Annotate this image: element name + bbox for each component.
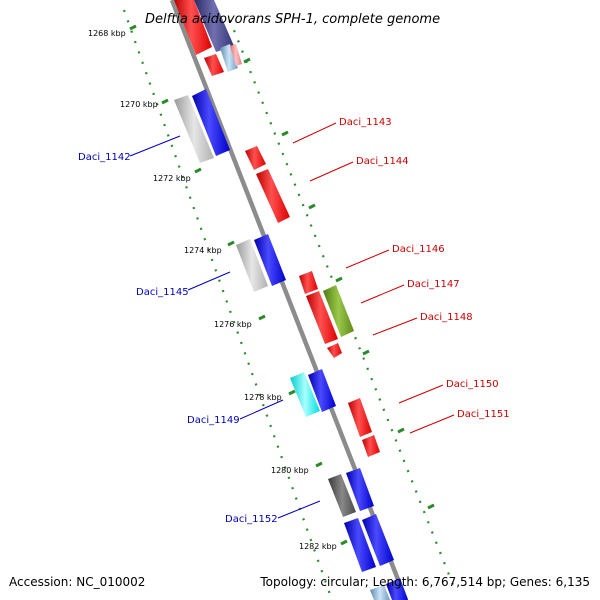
tick-label: 1274 kbp xyxy=(184,246,222,255)
gene-label: Daci_1143 xyxy=(339,117,392,128)
gene-label: Daci_1142 xyxy=(78,152,131,163)
genes xyxy=(174,0,408,600)
gene-daci-1152 xyxy=(346,468,374,511)
gene-block-top xyxy=(174,0,242,76)
genome-summary-text: Topology: circular; Length: 6,767,514 bp… xyxy=(259,575,590,589)
label-connectors xyxy=(129,122,455,519)
gene-label: Daci_1145 xyxy=(136,287,189,298)
tick-label: 1270 kbp xyxy=(120,100,158,109)
gene-daci-1146 xyxy=(299,271,318,294)
gene-daci-1152-dark xyxy=(328,474,356,517)
reverse-gene-labels: Daci_1143 Daci_1144 Daci_1146 Daci_1147 … xyxy=(339,117,510,420)
gene-daci-1147 xyxy=(306,291,338,344)
gene-top-cyan xyxy=(220,44,238,72)
map-title: Delftia acidovorans SPH-1, complete geno… xyxy=(145,12,440,27)
forward-gene-labels: Daci_1142 Daci_1145 Daci_1149 Daci_1152 xyxy=(78,152,278,525)
gene-daci-1148 xyxy=(327,343,342,358)
gene-daci-1145-gray xyxy=(236,239,268,292)
gene-1282-blue-b xyxy=(362,514,394,566)
gene-top-red xyxy=(174,0,212,55)
gene-daci-1148-olive xyxy=(323,285,354,337)
gene-bottom-lightblue xyxy=(370,585,390,600)
gene-label: Daci_1144 xyxy=(356,156,409,167)
tick-label: 1282 kbp xyxy=(299,542,337,551)
gene-bottom-blue xyxy=(386,578,408,600)
tick-label: 1276 kbp xyxy=(214,320,252,329)
tick-label: 1280 kbp xyxy=(271,466,309,475)
gene-top-navy xyxy=(194,0,234,52)
tick-labels: 1268 kbp 1270 kbp 1272 kbp 1274 kbp 1276… xyxy=(88,29,337,551)
tick-label: 1272 kbp xyxy=(153,174,191,183)
gene-daci-1149-cyan xyxy=(290,372,320,417)
gene-daci-1143 xyxy=(245,146,266,170)
outer-tick-track xyxy=(122,9,334,600)
gene-daci-1142 xyxy=(192,89,230,156)
gene-label: Daci_1149 xyxy=(187,415,240,426)
gene-daci-1149 xyxy=(308,369,336,412)
gene-label: Daci_1148 xyxy=(420,312,473,323)
gene-label: Daci_1151 xyxy=(457,409,510,420)
accession-text: Accession: NC_010002 xyxy=(9,575,145,589)
gene-daci-1145 xyxy=(254,234,286,286)
gene-daci-1142-gray xyxy=(174,95,214,163)
genome-backbone xyxy=(169,0,409,600)
gene-top-red-small xyxy=(204,54,224,76)
gene-daci-1150 xyxy=(348,398,372,437)
gene-label: Daci_1152 xyxy=(225,514,278,525)
tick-label: 1278 kbp xyxy=(244,393,282,402)
gene-top-pink xyxy=(230,44,242,66)
gene-label: Daci_1150 xyxy=(446,379,499,390)
gene-label: Daci_1147 xyxy=(407,279,460,290)
tick-label: 1268 kbp xyxy=(88,29,126,38)
gene-label: Daci_1146 xyxy=(392,244,445,255)
gene-daci-1151 xyxy=(362,435,380,457)
gene-daci-1144 xyxy=(256,169,290,223)
tick-marks xyxy=(129,24,435,546)
gene-1282-blue-a xyxy=(344,518,376,572)
